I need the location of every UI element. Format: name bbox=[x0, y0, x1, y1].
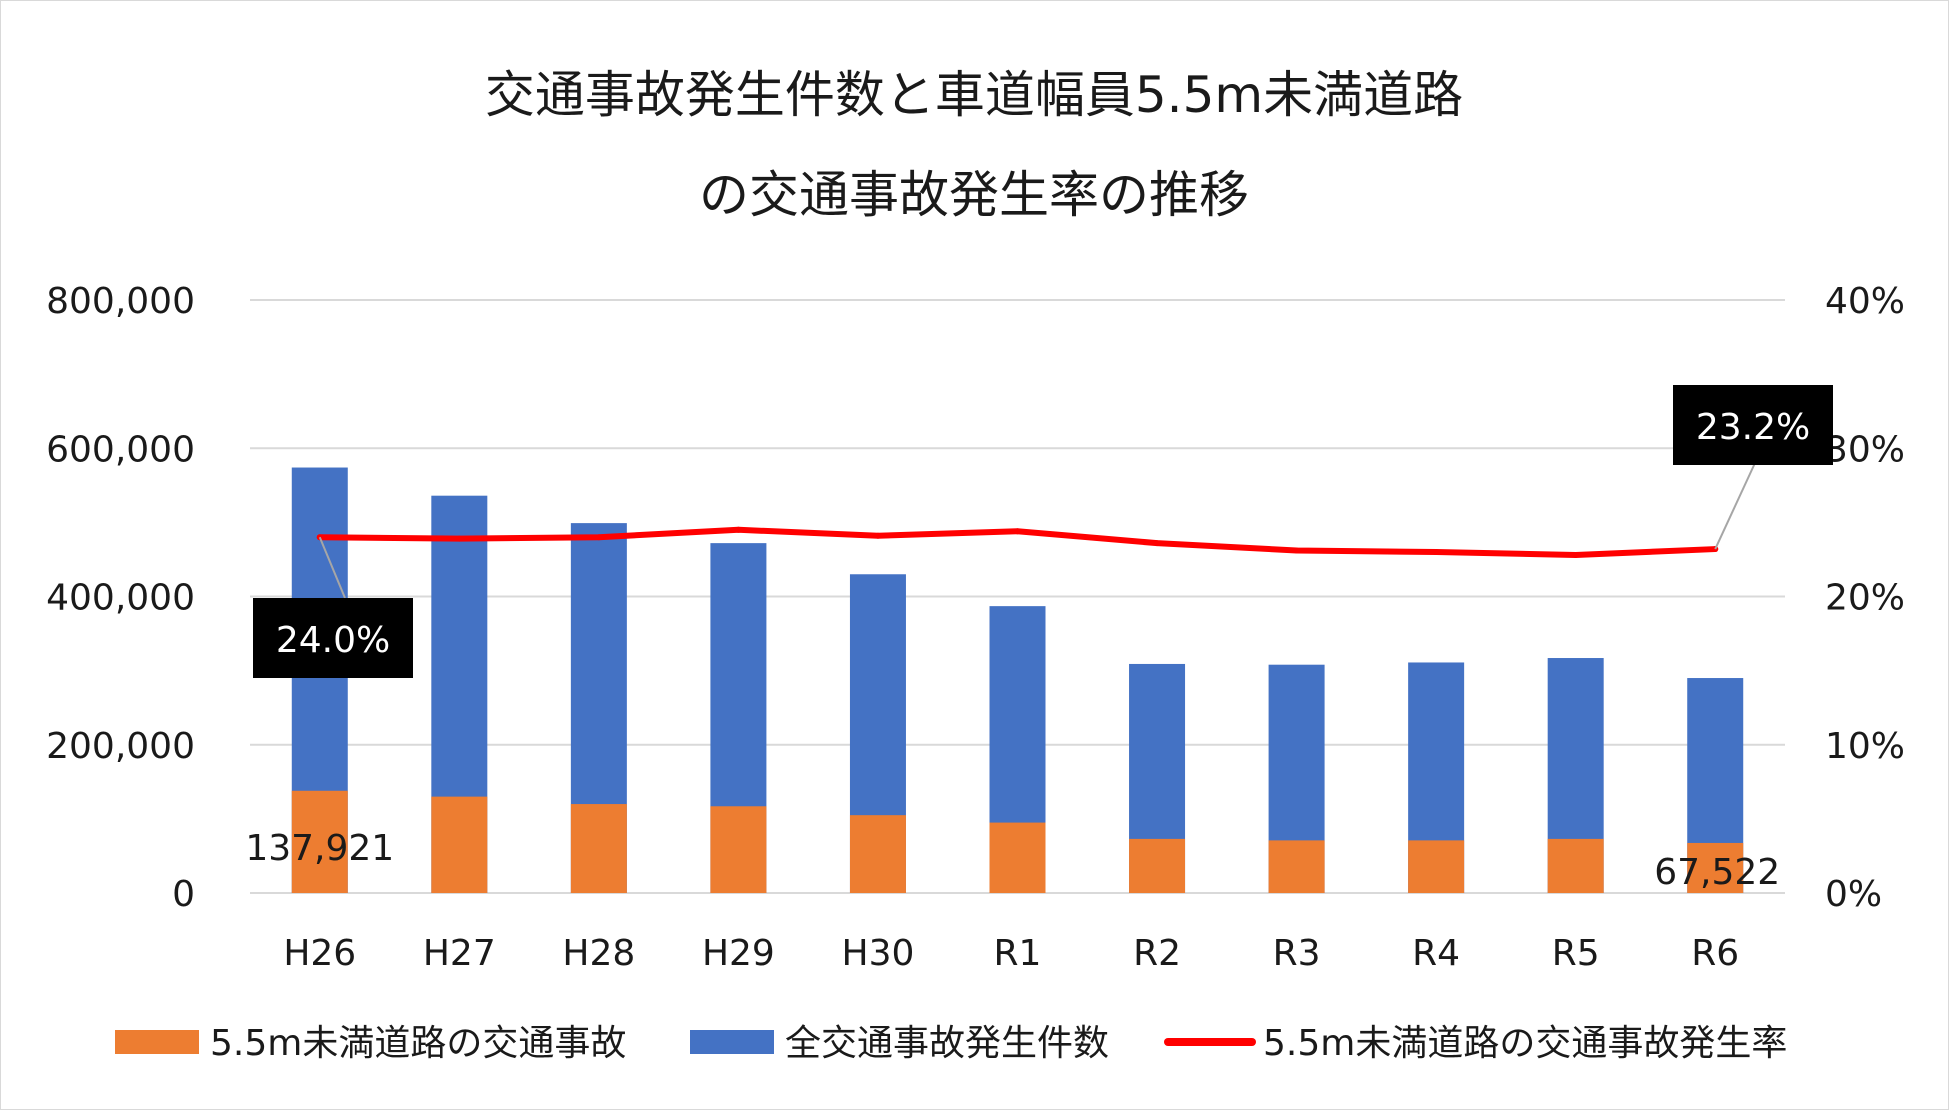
rate-point bbox=[595, 534, 602, 541]
bar-under-5.5m bbox=[849, 815, 906, 893]
right-tick-label: 10% bbox=[1825, 726, 1905, 767]
right-tick-label: 0% bbox=[1825, 874, 1882, 915]
rate-point bbox=[1014, 528, 1021, 535]
category-label: R2 bbox=[1133, 933, 1181, 974]
right-axis: 0% 10% 20% 30% 40% bbox=[1825, 281, 1905, 915]
category-label: R6 bbox=[1691, 933, 1739, 974]
callout-box-last bbox=[1673, 385, 1833, 465]
right-tick-label: 40% bbox=[1825, 281, 1905, 322]
right-tick-label: 30% bbox=[1825, 429, 1905, 470]
rate-point bbox=[874, 532, 881, 539]
data-label-last: 67,522 bbox=[1654, 852, 1780, 893]
bar-under-5.5m bbox=[1687, 842, 1744, 893]
bar-under-5.5m bbox=[1268, 840, 1325, 893]
bar-under-5.5m bbox=[291, 790, 348, 893]
legend-label-total: 全交通事故発生件数 bbox=[785, 1023, 1109, 1064]
chart-title: 交通事故発生件数と車道幅員5.5m未満道路 の交通事故発生率の推移 bbox=[485, 66, 1463, 224]
rate-point bbox=[1433, 549, 1440, 556]
category-label: H30 bbox=[842, 933, 915, 974]
rate-line bbox=[316, 526, 1719, 558]
category-label: H27 bbox=[423, 933, 496, 974]
callout-box-first bbox=[253, 598, 413, 678]
chart-title-line-2: の交通事故発生率の推移 bbox=[699, 166, 1249, 224]
rate-point bbox=[1293, 547, 1300, 554]
legend: 5.5m未満道路の交通事故 全交通事故発生件数 5.5m未満道路の交通事故発生率 bbox=[115, 1023, 1787, 1064]
category-label: R3 bbox=[1273, 933, 1321, 974]
callout-label-last: 23.2% bbox=[1696, 407, 1810, 448]
chart-title-line-1: 交通事故発生件数と車道幅員5.5m未満道路 bbox=[485, 66, 1463, 124]
left-axis: 0 200,000 400,000 600,000 800,000 bbox=[46, 281, 195, 915]
rate-point bbox=[1572, 551, 1579, 558]
left-tick-label: 800,000 bbox=[46, 281, 195, 322]
rate-point bbox=[1154, 540, 1161, 547]
category-axis: H26 H27 H28 H29 H30 R1 R2 R3 R4 R5 R6 bbox=[283, 933, 1739, 974]
bar-under-5.5m bbox=[1547, 838, 1604, 893]
bar-under-5.5m bbox=[1129, 838, 1186, 893]
bar-under-5.5m bbox=[431, 796, 488, 893]
data-label-first: 137,921 bbox=[245, 828, 394, 869]
category-label: H28 bbox=[562, 933, 635, 974]
callout-leader-last bbox=[1714, 462, 1756, 550]
callout-label-first: 24.0% bbox=[276, 620, 390, 661]
left-tick-label: 600,000 bbox=[46, 429, 195, 470]
category-label: R1 bbox=[994, 933, 1042, 974]
callout-leader-first bbox=[318, 536, 346, 599]
bar-under-5.5m bbox=[570, 804, 627, 893]
category-label: R5 bbox=[1552, 933, 1600, 974]
category-label: H29 bbox=[702, 933, 775, 974]
legend-label-under-5.5m: 5.5m未満道路の交通事故 bbox=[210, 1023, 626, 1064]
category-label: H26 bbox=[283, 933, 356, 974]
category-label: R4 bbox=[1412, 933, 1460, 974]
bar-under-5.5m bbox=[989, 822, 1046, 893]
bar-under-5.5m bbox=[1408, 840, 1465, 893]
legend-swatch-under-5.5m bbox=[115, 1030, 199, 1054]
rate-point bbox=[735, 526, 742, 533]
bars bbox=[291, 467, 1744, 893]
left-tick-label: 400,000 bbox=[46, 578, 195, 619]
legend-swatch-total bbox=[690, 1030, 774, 1054]
right-tick-label: 20% bbox=[1825, 578, 1905, 619]
data-labels: 137,921 67,522 24.0% 23.2% bbox=[245, 385, 1833, 893]
left-tick-label: 0 bbox=[172, 874, 195, 915]
rate-point bbox=[456, 535, 463, 542]
legend-label-rate: 5.5m未満道路の交通事故発生率 bbox=[1263, 1023, 1787, 1064]
left-tick-label: 200,000 bbox=[46, 726, 195, 767]
bar-under-5.5m bbox=[710, 806, 767, 893]
